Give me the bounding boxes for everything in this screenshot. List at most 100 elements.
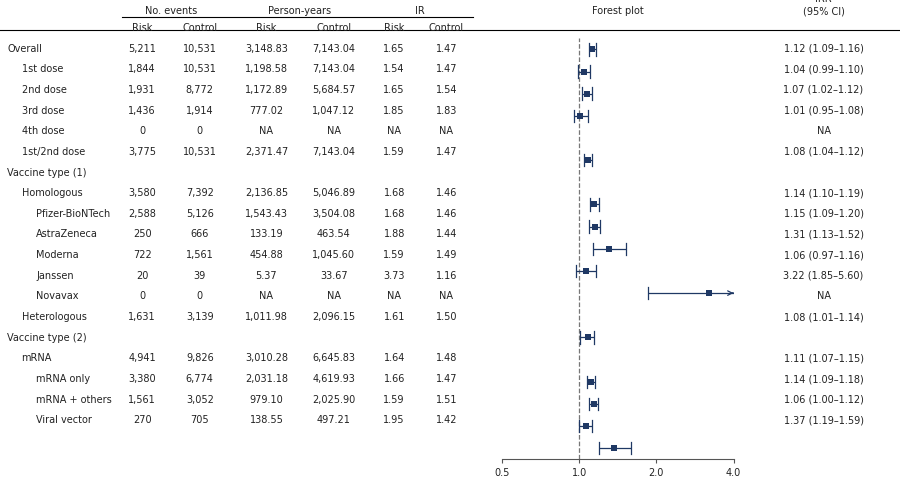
Text: NA: NA (439, 292, 454, 301)
Text: 1.01 (0.95–1.08): 1.01 (0.95–1.08) (784, 105, 863, 116)
Text: 33.67: 33.67 (320, 271, 347, 281)
Text: 5,126: 5,126 (186, 209, 213, 219)
Text: 2,136.85: 2,136.85 (245, 188, 288, 198)
Text: NA: NA (816, 292, 831, 301)
Text: 4,619.93: 4,619.93 (312, 374, 356, 384)
Text: 39: 39 (194, 271, 206, 281)
Text: 1.47: 1.47 (436, 44, 457, 53)
Text: 1,011.98: 1,011.98 (245, 312, 288, 322)
Text: 1.61: 1.61 (383, 312, 405, 322)
Text: 0: 0 (140, 292, 145, 301)
Text: 5,211: 5,211 (129, 44, 156, 53)
Text: 1.59: 1.59 (383, 147, 405, 157)
Text: mRNA: mRNA (22, 353, 52, 364)
Text: 10,531: 10,531 (183, 44, 217, 53)
Text: 3,139: 3,139 (186, 312, 213, 322)
Text: 722: 722 (133, 250, 151, 260)
Text: 1.54: 1.54 (436, 85, 457, 95)
Text: 705: 705 (191, 416, 209, 425)
Text: IR: IR (416, 6, 425, 16)
Text: 1.83: 1.83 (436, 105, 457, 116)
Text: 1.12 (1.09–1.16): 1.12 (1.09–1.16) (784, 44, 863, 53)
Text: 5,684.57: 5,684.57 (312, 85, 356, 95)
Text: 1.85: 1.85 (383, 105, 405, 116)
Text: NA: NA (259, 126, 274, 136)
Text: 1,631: 1,631 (129, 312, 156, 322)
Text: 1.95: 1.95 (383, 416, 405, 425)
Text: 1.59: 1.59 (383, 395, 405, 405)
Text: 1,914: 1,914 (186, 105, 213, 116)
Text: 1.06 (0.97–1.16): 1.06 (0.97–1.16) (784, 250, 863, 260)
Text: Risk: Risk (256, 23, 276, 33)
Text: 3,380: 3,380 (129, 374, 156, 384)
Text: 979.10: 979.10 (249, 395, 284, 405)
Text: 1.68: 1.68 (383, 209, 405, 219)
Text: NA: NA (327, 126, 341, 136)
Text: 3rd dose: 3rd dose (22, 105, 64, 116)
Text: NA: NA (439, 126, 454, 136)
Text: NA: NA (816, 126, 831, 136)
Text: 2,096.15: 2,096.15 (312, 312, 356, 322)
Text: 1st/2nd dose: 1st/2nd dose (22, 147, 85, 157)
Text: 4,941: 4,941 (129, 353, 156, 364)
Text: 3,580: 3,580 (129, 188, 156, 198)
Text: 7,392: 7,392 (186, 188, 213, 198)
Text: 1,045.60: 1,045.60 (312, 250, 356, 260)
Text: NA: NA (387, 126, 401, 136)
Text: Pfizer-BioNTech: Pfizer-BioNTech (36, 209, 110, 219)
Text: 1.47: 1.47 (436, 374, 457, 384)
Text: 1,198.58: 1,198.58 (245, 64, 288, 74)
Text: 2,025.90: 2,025.90 (312, 395, 356, 405)
Text: 454.88: 454.88 (249, 250, 284, 260)
Text: 3.22 (1.85–5.60): 3.22 (1.85–5.60) (783, 271, 864, 281)
Text: Overall: Overall (7, 44, 42, 53)
Text: 1.07 (1.02–1.12): 1.07 (1.02–1.12) (783, 85, 864, 95)
Text: 1,931: 1,931 (129, 85, 156, 95)
Text: 1.47: 1.47 (436, 147, 457, 157)
Text: 1,844: 1,844 (129, 64, 156, 74)
Text: 2,031.18: 2,031.18 (245, 374, 288, 384)
Text: 3,148.83: 3,148.83 (245, 44, 288, 53)
Text: 270: 270 (133, 416, 151, 425)
Text: 0: 0 (197, 126, 202, 136)
Text: 2nd dose: 2nd dose (22, 85, 67, 95)
Text: NA: NA (259, 292, 274, 301)
Text: 1.48: 1.48 (436, 353, 457, 364)
Text: Risk: Risk (132, 23, 152, 33)
Text: 3,052: 3,052 (186, 395, 213, 405)
Text: 1.37 (1.19–1.59): 1.37 (1.19–1.59) (784, 416, 863, 425)
Text: 6,774: 6,774 (186, 374, 213, 384)
Text: 1,561: 1,561 (129, 395, 156, 405)
Text: 1,047.12: 1,047.12 (312, 105, 356, 116)
Text: 1.46: 1.46 (436, 209, 457, 219)
Text: 20: 20 (136, 271, 149, 281)
Text: 1,172.89: 1,172.89 (245, 85, 288, 95)
Text: 3,504.08: 3,504.08 (312, 209, 356, 219)
Text: 138.55: 138.55 (249, 416, 284, 425)
Text: 0: 0 (140, 126, 145, 136)
Text: 1.68: 1.68 (383, 188, 405, 198)
Text: 1.65: 1.65 (383, 85, 405, 95)
Text: 0: 0 (197, 292, 202, 301)
Text: 10,531: 10,531 (183, 147, 217, 157)
Text: 2,371.47: 2,371.47 (245, 147, 288, 157)
Text: 6,645.83: 6,645.83 (312, 353, 356, 364)
Text: 1.54: 1.54 (383, 64, 405, 74)
Text: 1.06 (1.00–1.12): 1.06 (1.00–1.12) (784, 395, 863, 405)
Text: 1.51: 1.51 (436, 395, 457, 405)
Text: 1.14 (1.09–1.18): 1.14 (1.09–1.18) (784, 374, 863, 384)
Text: 7,143.04: 7,143.04 (312, 64, 356, 74)
Text: 1.31 (1.13–1.52): 1.31 (1.13–1.52) (784, 229, 863, 240)
Text: 3,775: 3,775 (128, 147, 157, 157)
Text: NA: NA (387, 292, 401, 301)
Text: mRNA + others: mRNA + others (36, 395, 112, 405)
Text: mRNA only: mRNA only (36, 374, 90, 384)
Text: Novavax: Novavax (36, 292, 78, 301)
Text: 1.50: 1.50 (436, 312, 457, 322)
Text: 463.54: 463.54 (317, 229, 351, 240)
Text: 1.64: 1.64 (383, 353, 405, 364)
Text: 1.08 (1.04–1.12): 1.08 (1.04–1.12) (784, 147, 863, 157)
Text: 497.21: 497.21 (317, 416, 351, 425)
Text: 5,046.89: 5,046.89 (312, 188, 356, 198)
Text: 666: 666 (191, 229, 209, 240)
